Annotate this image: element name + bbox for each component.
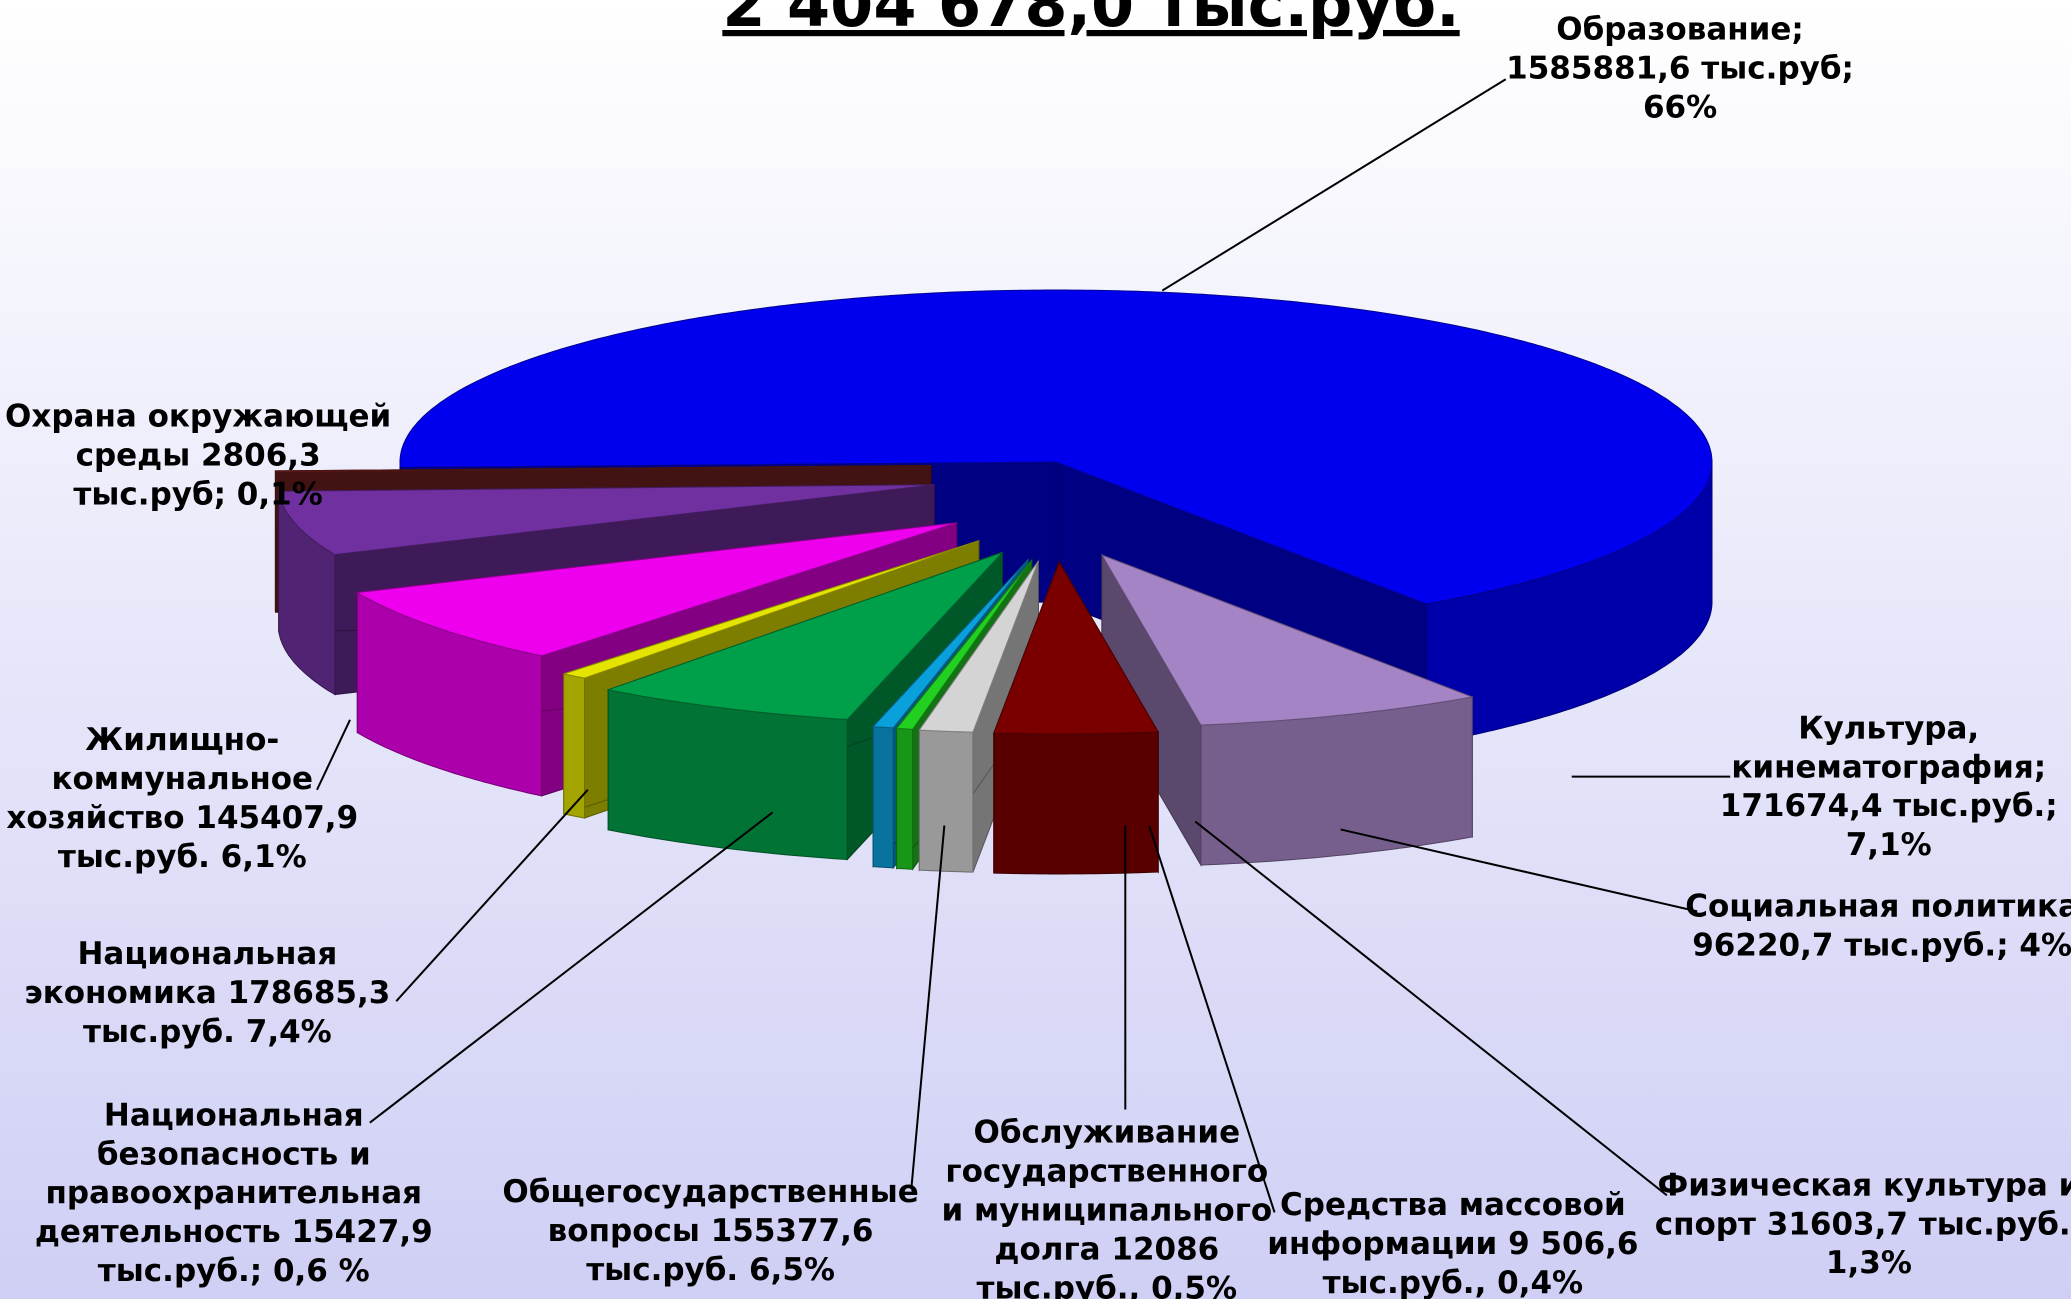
slice-label-line: Национальная <box>77 936 337 972</box>
slice <box>993 560 1160 875</box>
slice-top <box>355 522 957 657</box>
slice-label-line: тыс.руб. 6,5% <box>586 1252 835 1288</box>
slice-label-line: и муниципального <box>941 1192 1272 1228</box>
slice-label: Культура, кинематография; 171674,4 тыс.руб… <box>1720 710 2058 863</box>
slice-label-line: 66% <box>1643 90 1717 126</box>
leader-line <box>1194 820 1668 1197</box>
slice-label: Национальная безопасность и правоохранител… <box>35 1097 433 1289</box>
slice-top <box>895 559 1033 730</box>
slice-wall <box>918 729 974 873</box>
slice-label-line: кинематография; <box>1731 749 2046 785</box>
slice-label-line: Физическая культура и <box>1657 1167 2071 1203</box>
slice-label: Национальная экономика 178685,3 тыс.руб. 7… <box>24 936 390 1050</box>
slice-label-line: Общегосударственные <box>502 1174 918 1210</box>
slice-label-line: 171674,4 тыс.руб.; <box>1720 788 2058 824</box>
slice-label-line: Обслуживание <box>974 1114 1241 1150</box>
slice-label-line: безопасность и <box>97 1136 371 1172</box>
slice-label: Социальная политика 96220,7 тыс.руб.; 4% <box>1685 889 2071 964</box>
slice-label-line: тыс.руб; 0,1% <box>73 477 322 513</box>
slice-label: Обслуживание государственного и муниципаль… <box>941 1114 1272 1299</box>
slice-top <box>278 484 935 556</box>
slice-label-line: экономика 178685,3 <box>24 975 390 1011</box>
slice-label-line: деятельность 15427,9 <box>35 1214 433 1250</box>
leader-line <box>1148 825 1276 1213</box>
slice-label-line: коммунальное <box>51 761 313 797</box>
slice-top <box>399 289 1713 605</box>
slice-label-line: тыс.руб.; 0,6 % <box>98 1253 370 1289</box>
slice-label-line: Национальная <box>104 1097 364 1133</box>
leader-line <box>316 719 351 791</box>
slice-label-line: 96220,7 тыс.руб.; 4% <box>1692 928 2071 964</box>
slice-label-line: Средства массовой <box>1280 1187 1626 1223</box>
slice-wall <box>993 731 1159 875</box>
slice-label-line: правоохранительная <box>46 1175 423 1211</box>
slice-top <box>563 540 980 679</box>
slice-label-line: информации 9 506,6 <box>1267 1226 1638 1262</box>
slice-label-line: тыс.руб., 0,4% <box>1323 1265 1584 1299</box>
slice-label-line: спорт 31603,7 тыс.руб.; <box>1655 1206 2071 1242</box>
leader-line <box>1161 78 1507 292</box>
slice-label-line: среды 2806,3 <box>76 438 321 474</box>
slice-label-line: Образование; <box>1556 12 1804 48</box>
slice-label: Средства массовой информации 9 506,6 тыс.р… <box>1267 1187 1638 1299</box>
slice-label: Общегосударственные вопросы 155377,6 тыс.р… <box>502 1174 918 1288</box>
slice-label-line: 1585881,6 тыс.руб; <box>1506 51 1854 87</box>
slice-label-line: долга 12086 <box>994 1231 1219 1267</box>
slice-label-line: Культура, <box>1798 710 1979 746</box>
slice-label-line: Охрана окружающей <box>5 399 391 435</box>
slice-label-line: вопросы 155377,6 <box>548 1213 874 1249</box>
leader-line <box>1340 828 1698 913</box>
slice-label-line: тыс.руб. 6,1% <box>58 839 307 875</box>
chart-title: 2 404 678,0 тыс.руб. <box>722 0 1459 41</box>
slice-label-line: 7,1% <box>1846 827 1932 863</box>
slice-label: Охрана окружающей среды 2806,3 тыс.руб; 0,… <box>5 399 391 513</box>
slice-label: Физическая культура и спорт 31603,7 тыс.р… <box>1655 1167 2071 1281</box>
slice-label: Жилищно-коммунальное хозяйство 145407,9 ты… <box>6 722 358 875</box>
slice-label-line: государственного <box>945 1153 1268 1189</box>
leader-line <box>395 789 589 1002</box>
slice <box>1100 553 1475 867</box>
pie <box>274 289 1713 875</box>
slice-label-line: хозяйство 145407,9 <box>6 800 358 836</box>
slice-top <box>274 465 932 473</box>
slice <box>606 551 1003 861</box>
slice-label-line: тыс.руб., 0,5% <box>977 1270 1238 1299</box>
slice-label-line: 1,3% <box>1826 1245 1912 1281</box>
slice-label-line: Жилищно- <box>85 722 279 758</box>
slice-label: Образование; 1585881,6 тыс.руб; 66% <box>1506 12 1854 126</box>
leader-line <box>910 825 946 1189</box>
slice-top <box>918 560 1039 733</box>
leader-line <box>369 811 774 1124</box>
slice-wall <box>872 726 894 869</box>
slice-top <box>993 560 1160 735</box>
slice-top <box>1100 554 1475 726</box>
labels: Образование; 1585881,6 тыс.руб; 66% Культур… <box>5 12 2071 1299</box>
slice-top <box>606 551 1003 721</box>
slice-wall <box>896 727 914 870</box>
slice-top <box>872 559 1029 729</box>
slice-label-line: Социальная политика <box>1685 889 2071 925</box>
slice-label-line: тыс.руб. 7,4% <box>83 1014 332 1050</box>
